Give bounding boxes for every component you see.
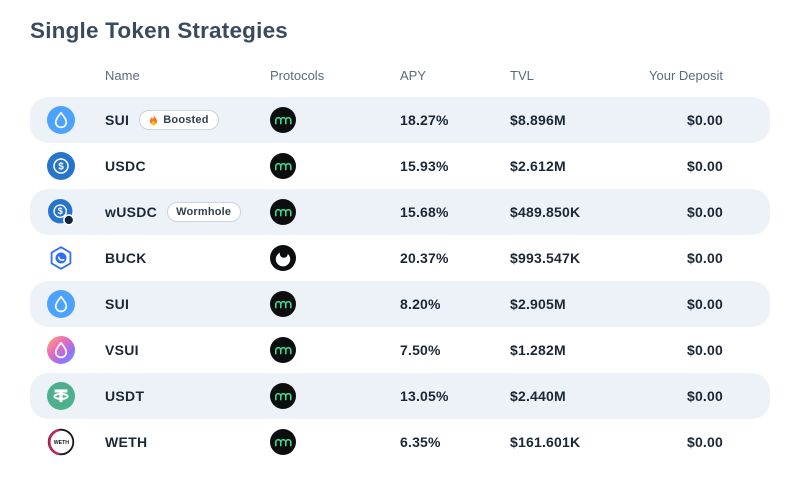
token-name: BUCK <box>105 250 147 266</box>
apy-value: 15.93% <box>400 158 449 174</box>
token-name: wUSDC <box>105 204 158 220</box>
deposit-value: $0.00 <box>686 434 723 450</box>
token-name: SUI <box>105 296 130 312</box>
column-header-protocols: Protocols <box>270 68 325 83</box>
tvl-value: $489.850K <box>510 204 581 220</box>
token-name: VSUI <box>105 342 139 358</box>
usdc-token-icon: $ <box>47 152 75 180</box>
deposit-value: $0.00 <box>686 112 723 128</box>
flame-icon <box>148 114 159 126</box>
vsui-token-icon <box>47 336 75 364</box>
tvl-value: $2.440M <box>510 388 566 404</box>
apy-value: 20.37% <box>400 250 449 266</box>
weth-token-icon: WETH <box>47 428 75 456</box>
mole-protocol-icon <box>270 107 296 133</box>
deposit-value: $0.00 <box>686 388 723 404</box>
token-name: WETH <box>105 434 148 450</box>
badge-label: Wormhole <box>176 206 232 218</box>
strategy-row[interactable]: $ wUSDC Wormhole 15.68% $489.850K $0.00 <box>30 189 770 235</box>
strategy-row[interactable]: $ USDC 15.93% $2.612M $0.00 <box>30 143 770 189</box>
svg-text:$: $ <box>58 161 64 172</box>
token-badge: Boosted <box>139 110 219 130</box>
single-token-strategies-page: Single Token Strategies Name Protocols A… <box>30 18 770 465</box>
strategy-rows: SUI Boosted 18.27% $8.896M $0.00 $ USDC … <box>30 97 770 465</box>
wusdc-token-icon: $ <box>47 198 75 226</box>
mole-protocol-icon <box>270 291 296 317</box>
deposit-value: $0.00 <box>686 250 723 266</box>
token-name: USDC <box>105 158 146 174</box>
apy-value: 8.20% <box>400 296 441 312</box>
token-name: SUI <box>105 112 130 128</box>
token-badge: Wormhole <box>167 202 242 222</box>
tvl-value: $2.612M <box>510 158 566 174</box>
strategy-row[interactable]: SUI 8.20% $2.905M $0.00 <box>30 281 770 327</box>
apy-value: 18.27% <box>400 112 449 128</box>
mole-protocol-icon <box>270 337 296 363</box>
tvl-value: $1.282M <box>510 342 566 358</box>
buck-token-icon <box>47 244 75 272</box>
tvl-value: $8.896M <box>510 112 566 128</box>
mole-protocol-icon <box>270 429 296 455</box>
apy-value: 6.35% <box>400 434 441 450</box>
token-name: USDT <box>105 388 145 404</box>
column-header-tvl: TVL <box>510 68 534 83</box>
strategy-row[interactable]: USDT 13.05% $2.440M $0.00 <box>30 373 770 419</box>
deposit-value: $0.00 <box>686 158 723 174</box>
column-header-apy: APY <box>400 68 427 83</box>
mole-protocol-icon <box>270 153 296 179</box>
apy-value: 13.05% <box>400 388 449 404</box>
table-header: Name Protocols APY TVL Your Deposit <box>30 68 770 84</box>
tvl-value: $161.601K <box>510 434 581 450</box>
deposit-value: $0.00 <box>686 296 723 312</box>
deposit-value: $0.00 <box>686 342 723 358</box>
badge-label: Boosted <box>163 114 209 126</box>
strategy-row[interactable]: VSUI 7.50% $1.282M $0.00 <box>30 327 770 373</box>
tvl-value: $2.905M <box>510 296 566 312</box>
svg-text:WETH: WETH <box>54 440 70 446</box>
strategy-row[interactable]: BUCK 20.37% $993.547K $0.00 <box>30 235 770 281</box>
sui-token-icon <box>47 106 75 134</box>
deposit-value: $0.00 <box>686 204 723 220</box>
column-header-name: Name <box>105 68 140 83</box>
page-title: Single Token Strategies <box>30 18 288 43</box>
apy-value: 7.50% <box>400 342 441 358</box>
bucket-protocol-icon <box>270 245 296 271</box>
svg-text:$: $ <box>58 206 63 216</box>
column-header-your-deposit: Your Deposit <box>649 68 723 83</box>
mole-protocol-icon <box>270 199 296 225</box>
apy-value: 15.68% <box>400 204 449 220</box>
usdt-token-icon <box>47 382 75 410</box>
tvl-value: $993.547K <box>510 250 581 266</box>
sui-token-icon <box>47 290 75 318</box>
strategy-row[interactable]: WETH WETH 6.35% $161.601K $0.00 <box>30 419 770 465</box>
strategy-row[interactable]: SUI Boosted 18.27% $8.896M $0.00 <box>30 97 770 143</box>
mole-protocol-icon <box>270 383 296 409</box>
